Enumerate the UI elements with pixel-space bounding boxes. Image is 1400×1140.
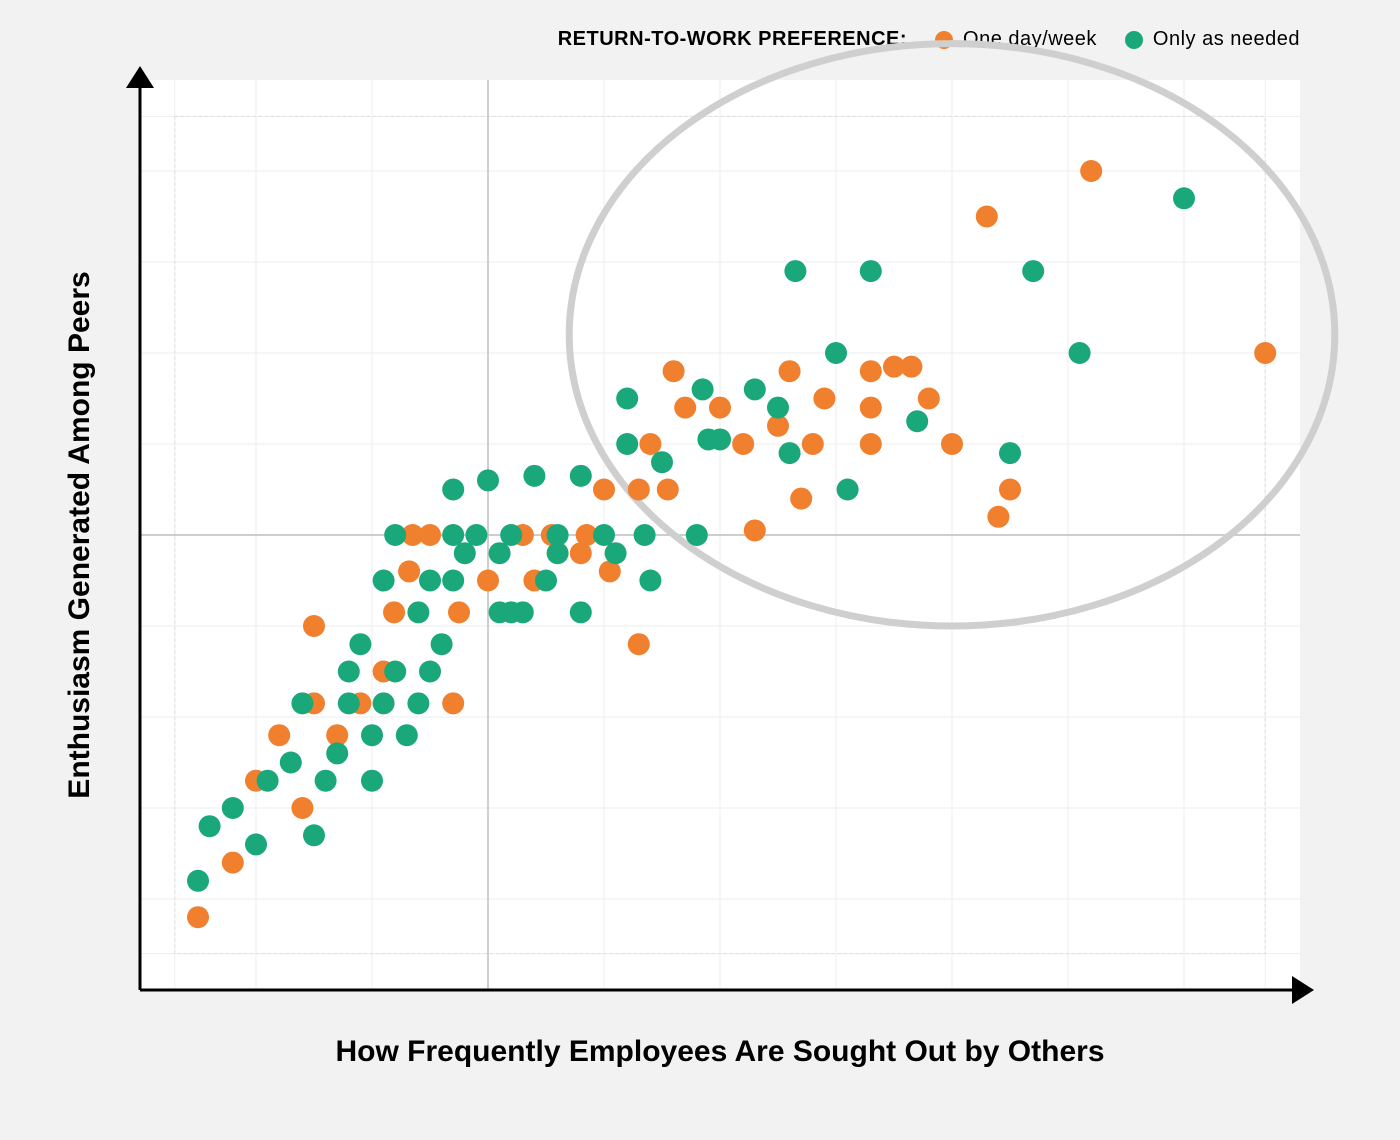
legend-item-as-needed: Only as needed xyxy=(1125,28,1300,51)
circle-icon xyxy=(1125,31,1143,49)
legend-title: RETURN-TO-WORK PREFERENCE: xyxy=(558,28,907,51)
chart-container: RETURN-TO-WORK PREFERENCE: One day/week … xyxy=(0,0,1400,1140)
legend-label: Only as needed xyxy=(1153,28,1300,51)
y-axis-label-wrap: Enthusiasm Generated Among Peers xyxy=(60,80,100,990)
y-axis-label: Enthusiasm Generated Among Peers xyxy=(63,271,97,798)
x-axis-label: How Frequently Employees Are Sought Out … xyxy=(140,1035,1300,1069)
plot-area xyxy=(140,80,1300,990)
scatter-plot xyxy=(140,80,1300,990)
